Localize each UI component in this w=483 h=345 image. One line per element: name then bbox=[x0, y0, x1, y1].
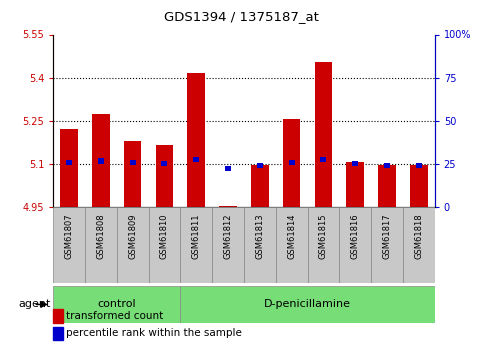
Bar bbox=[129, 160, 136, 165]
Text: agent: agent bbox=[18, 299, 51, 309]
Text: GSM61815: GSM61815 bbox=[319, 213, 328, 258]
Bar bbox=[378, 165, 396, 207]
Bar bbox=[60, 129, 78, 207]
Bar bbox=[257, 163, 263, 168]
Bar bbox=[283, 119, 300, 207]
Bar bbox=[53, 327, 63, 340]
Bar bbox=[225, 166, 231, 171]
Text: GSM61807: GSM61807 bbox=[65, 213, 73, 259]
Text: percentile rank within the sample: percentile rank within the sample bbox=[67, 328, 242, 338]
Text: GSM61817: GSM61817 bbox=[383, 213, 392, 259]
Text: GSM61814: GSM61814 bbox=[287, 213, 296, 258]
Bar bbox=[149, 207, 180, 283]
Bar bbox=[92, 114, 110, 207]
Text: GSM61812: GSM61812 bbox=[224, 213, 232, 258]
Text: GSM61816: GSM61816 bbox=[351, 213, 360, 259]
Text: GSM61808: GSM61808 bbox=[96, 213, 105, 259]
Bar bbox=[403, 207, 435, 283]
Bar bbox=[346, 162, 364, 207]
Bar bbox=[85, 207, 117, 283]
Bar bbox=[352, 161, 358, 167]
Bar bbox=[320, 157, 327, 162]
Bar bbox=[276, 207, 308, 283]
Bar bbox=[117, 207, 149, 283]
Bar bbox=[244, 207, 276, 283]
Bar bbox=[193, 157, 199, 162]
Bar bbox=[180, 286, 435, 323]
Bar bbox=[156, 145, 173, 207]
Text: GSM61818: GSM61818 bbox=[414, 213, 423, 259]
Bar bbox=[53, 207, 85, 283]
Bar bbox=[53, 286, 180, 323]
Bar bbox=[187, 73, 205, 207]
Bar bbox=[384, 163, 390, 168]
Bar bbox=[416, 163, 422, 168]
Bar bbox=[339, 207, 371, 283]
Text: GSM61811: GSM61811 bbox=[192, 213, 201, 258]
Bar bbox=[371, 207, 403, 283]
Text: transformed count: transformed count bbox=[67, 311, 164, 321]
Bar bbox=[410, 165, 427, 207]
Bar bbox=[212, 207, 244, 283]
Text: GSM61809: GSM61809 bbox=[128, 213, 137, 258]
Bar bbox=[308, 207, 339, 283]
Text: GDS1394 / 1375187_at: GDS1394 / 1375187_at bbox=[164, 10, 319, 23]
Bar bbox=[124, 141, 142, 207]
Bar bbox=[66, 160, 72, 165]
Text: GSM61810: GSM61810 bbox=[160, 213, 169, 258]
Bar bbox=[219, 206, 237, 207]
Bar bbox=[180, 207, 212, 283]
Text: GSM61813: GSM61813 bbox=[256, 213, 264, 259]
Bar bbox=[53, 309, 63, 323]
Bar bbox=[288, 160, 295, 165]
Bar bbox=[314, 62, 332, 207]
Bar bbox=[161, 161, 168, 167]
Bar bbox=[251, 165, 269, 207]
Text: control: control bbox=[98, 299, 136, 309]
Bar bbox=[98, 158, 104, 164]
Text: D-penicillamine: D-penicillamine bbox=[264, 299, 351, 309]
